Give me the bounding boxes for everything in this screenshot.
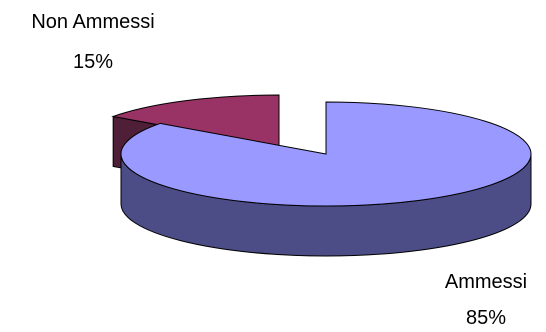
slice-label-non-ammessi: Non Ammessi [31, 11, 154, 33]
slice-ammessi [120, 101, 532, 207]
slice-non-ammessi [111, 94, 280, 148]
slice-value-ammessi: 85% [466, 307, 506, 329]
slice-value-non-ammessi: 15% [73, 51, 113, 73]
slice-label-ammessi: Ammessi [445, 271, 527, 293]
